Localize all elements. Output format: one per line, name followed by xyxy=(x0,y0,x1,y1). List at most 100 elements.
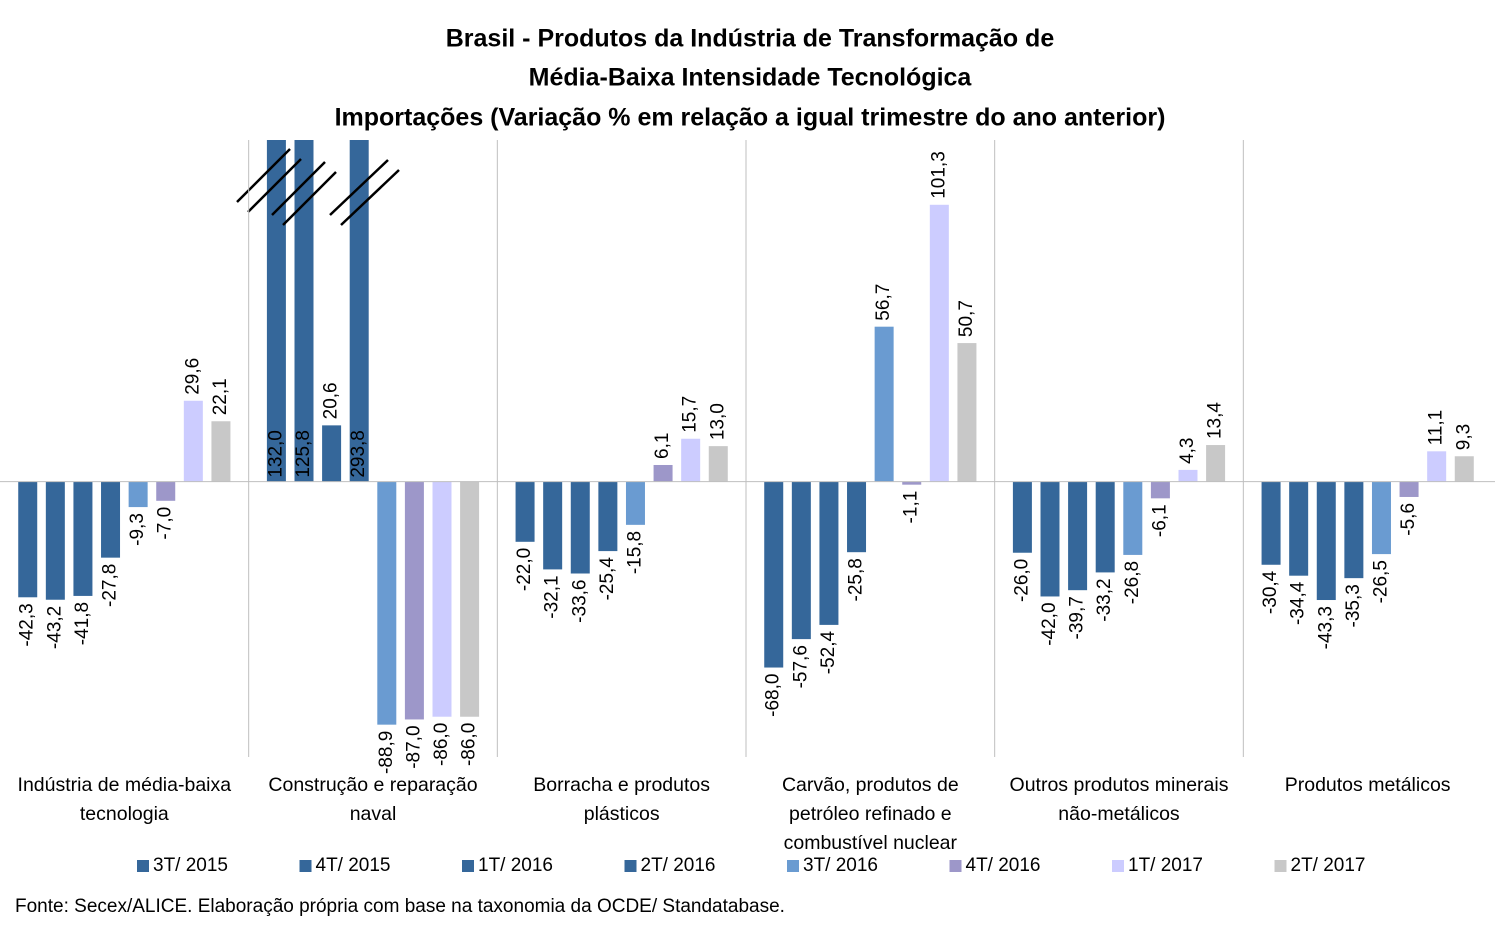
data-label: -35,3 xyxy=(1343,584,1364,627)
bar xyxy=(874,326,894,482)
bar xyxy=(819,481,839,625)
bar xyxy=(322,425,342,482)
legend-swatch xyxy=(624,860,637,872)
legend-label: 4T/ 2015 xyxy=(316,855,391,876)
legend-swatch xyxy=(137,860,149,872)
legend-swatch xyxy=(949,860,962,872)
break-line xyxy=(271,161,326,216)
axis-break xyxy=(236,148,400,226)
data-label: -7,0 xyxy=(155,507,176,540)
bar xyxy=(156,481,176,501)
legend-swatch xyxy=(1274,860,1287,872)
data-label: 15,7 xyxy=(680,396,701,433)
legend-label: 2T/ 2016 xyxy=(641,855,716,876)
break-line xyxy=(340,169,400,226)
break-line xyxy=(282,171,337,226)
legend-label: 1T/ 2017 xyxy=(1128,855,1203,876)
break-line xyxy=(247,158,302,213)
legend-label: 2T/ 2017 xyxy=(1291,855,1366,876)
bar xyxy=(1261,481,1281,565)
data-label: -15,8 xyxy=(624,531,645,574)
source-note: Fonte: Secex/ALICE. Elaboração própria c… xyxy=(15,896,785,917)
data-label: -52,4 xyxy=(818,630,839,674)
data-label: -34,4 xyxy=(1288,581,1309,625)
bar xyxy=(1427,451,1447,482)
data-label: -25,4 xyxy=(597,557,618,601)
data-label: -41,8 xyxy=(72,602,93,645)
data-label: 50,7 xyxy=(956,300,977,337)
data-label: -42,0 xyxy=(1039,602,1060,645)
bar xyxy=(1316,481,1336,601)
bar xyxy=(1123,481,1143,555)
data-label: -33,6 xyxy=(569,580,590,623)
data-label: -43,2 xyxy=(44,606,65,649)
bar xyxy=(1399,481,1419,497)
legend-swatch xyxy=(1112,860,1124,872)
data-label: -26,5 xyxy=(1370,560,1391,603)
data-label: -32,1 xyxy=(542,575,563,618)
bar xyxy=(1206,445,1226,482)
data-label: 132,0 xyxy=(265,430,286,478)
bar xyxy=(1150,481,1170,499)
data-label: -86,0 xyxy=(431,723,452,766)
data-label: -57,6 xyxy=(790,645,811,688)
data-label: 293,8 xyxy=(348,430,369,478)
bar xyxy=(570,481,590,574)
x-tick-label: Indústria de média-baixa tecnologia xyxy=(17,774,232,825)
data-label: -25,8 xyxy=(846,558,867,601)
bar xyxy=(1289,481,1309,576)
data-label: 13,4 xyxy=(1205,402,1226,439)
bar xyxy=(377,481,397,725)
bar xyxy=(45,481,65,600)
bar xyxy=(543,481,563,570)
data-label: -26,8 xyxy=(1122,561,1143,604)
legend-swatch xyxy=(787,860,799,872)
data-label: 56,7 xyxy=(873,284,894,321)
bar xyxy=(708,446,728,482)
bar xyxy=(73,481,93,596)
data-label: 20,6 xyxy=(321,382,342,419)
plot-area xyxy=(18,140,1474,725)
bar xyxy=(18,481,38,598)
bar xyxy=(460,481,480,717)
x-tick-label: Carvão, produtos de petróleo refinado e … xyxy=(781,774,959,854)
bar xyxy=(515,481,535,542)
break-line xyxy=(329,159,389,216)
data-label: 4,3 xyxy=(1177,437,1198,463)
data-label: 13,0 xyxy=(707,403,728,440)
x-tick-label: Outros produtos minerais não-metálicos xyxy=(1009,774,1229,825)
legend-label: 3T/ 2016 xyxy=(803,855,878,876)
data-label: -5,6 xyxy=(1398,503,1419,536)
bar xyxy=(1095,481,1115,573)
data-label: 29,6 xyxy=(182,358,203,395)
chart-title: Importações (Variação % em relação a igu… xyxy=(335,104,1166,132)
x-tick-label: Produtos metálicos xyxy=(1284,774,1451,796)
chart-title: Brasil - Produtos da Indústria de Transf… xyxy=(446,25,1055,53)
legend-swatch xyxy=(462,860,474,872)
bar xyxy=(266,140,286,482)
bar xyxy=(101,481,121,558)
bar xyxy=(847,481,867,553)
data-label: 9,3 xyxy=(1453,424,1474,450)
data-label: -43,3 xyxy=(1315,606,1336,649)
legend-swatch xyxy=(299,860,312,872)
data-label: -68,0 xyxy=(763,674,784,717)
data-label: 101,3 xyxy=(928,151,949,199)
x-tick-label: Borracha e produtos plásticos xyxy=(533,774,710,825)
data-label: -88,9 xyxy=(376,731,397,774)
bar xyxy=(681,438,701,482)
data-label: 22,1 xyxy=(210,378,231,415)
data-label: -9,3 xyxy=(127,513,148,546)
bar xyxy=(294,140,314,482)
data-label: -87,0 xyxy=(403,725,424,768)
bar xyxy=(1040,481,1060,597)
data-label: -42,3 xyxy=(17,603,38,646)
bar xyxy=(183,400,203,482)
data-label: 125,8 xyxy=(293,430,314,478)
labels: -42,3 132,0 -22,0 -68,0 -26,0 -30,4 -43,2 125,8… xyxy=(17,151,1475,774)
data-label: -26,0 xyxy=(1011,559,1032,602)
legend-label: 3T/ 2015 xyxy=(153,855,228,876)
bar xyxy=(1371,481,1391,555)
bar xyxy=(1178,469,1198,482)
